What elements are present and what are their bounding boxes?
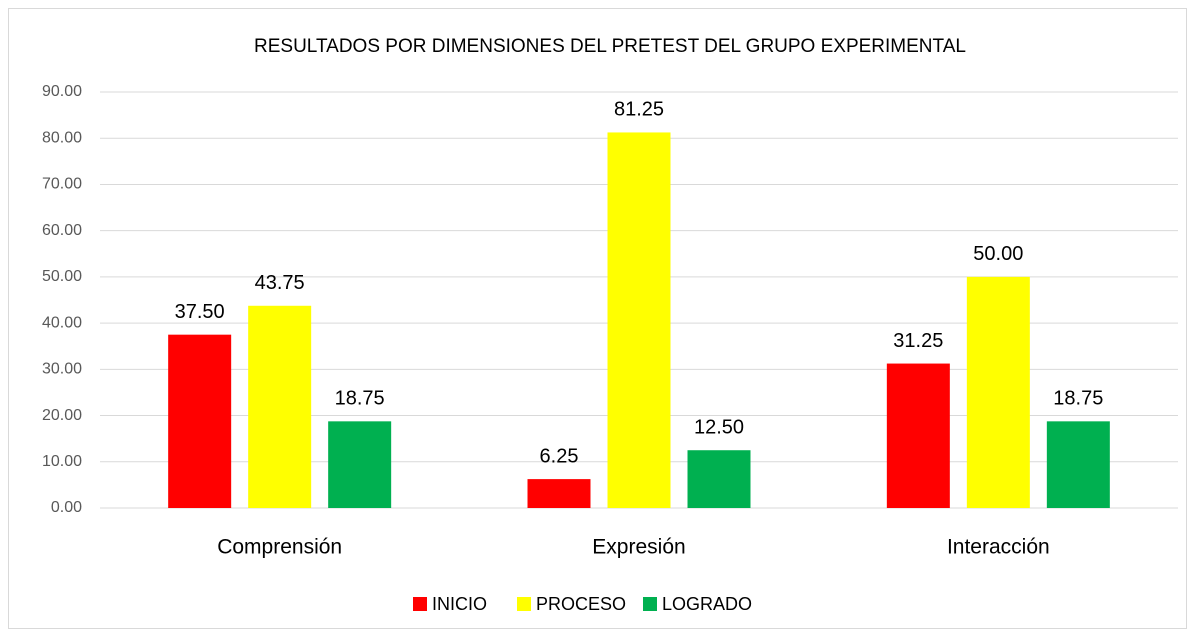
data-label: 31.25 — [893, 330, 943, 352]
x-tick-label: Expresión — [592, 536, 685, 559]
legend-swatch — [413, 597, 427, 611]
bar — [1046, 421, 1110, 508]
x-tick-label: Interacción — [947, 536, 1050, 559]
data-label: 12.50 — [694, 417, 744, 439]
data-label: 6.25 — [540, 445, 579, 467]
data-label: 18.75 — [335, 388, 385, 410]
y-tick-label: 60.00 — [42, 222, 82, 239]
bar — [168, 334, 232, 508]
bar — [248, 305, 312, 508]
y-tick-label: 80.00 — [42, 129, 82, 146]
data-label: 50.00 — [973, 243, 1023, 265]
y-tick-label: 50.00 — [42, 268, 82, 285]
data-label: 37.50 — [175, 301, 225, 323]
legend-label: INICIO — [432, 594, 487, 614]
y-tick-label: 90.00 — [42, 83, 82, 100]
legend-label: PROCESO — [536, 594, 626, 614]
bar — [687, 450, 751, 508]
y-tick-label: 0.00 — [51, 499, 82, 516]
data-label: 43.75 — [255, 272, 305, 294]
x-tick-label: Comprensión — [217, 536, 342, 559]
bar — [886, 363, 950, 508]
data-label: 81.25 — [614, 99, 664, 121]
legend-swatch — [517, 597, 531, 611]
bar — [966, 276, 1030, 508]
legend-swatch — [643, 597, 657, 611]
chart-title: RESULTADOS POR DIMENSIONES DEL PRETEST D… — [254, 36, 966, 57]
y-tick-label: 70.00 — [42, 176, 82, 193]
bar — [328, 421, 392, 508]
y-tick-label: 10.00 — [42, 453, 82, 470]
data-label: 18.75 — [1053, 388, 1103, 410]
bar — [607, 132, 671, 508]
y-tick-label: 20.00 — [42, 407, 82, 424]
y-tick-label: 40.00 — [42, 314, 82, 331]
y-tick-label: 30.00 — [42, 361, 82, 378]
legend-label: LOGRADO — [662, 594, 752, 614]
bar — [527, 479, 591, 508]
